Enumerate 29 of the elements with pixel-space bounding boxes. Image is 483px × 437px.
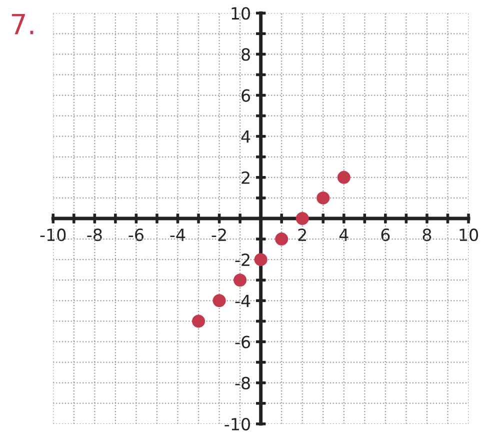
y-tick-label: -8 [235, 376, 250, 390]
x-tick-label: -6 [128, 228, 144, 242]
point [234, 274, 247, 287]
x-tick-label: 6 [381, 228, 390, 242]
y-tick-label: -6 [235, 336, 250, 348]
x-tick-label: 2 [298, 228, 306, 241]
y-tick-label: 10 [232, 7, 250, 20]
text: 7. [12, 14, 34, 34]
y-tick-label: -4 [235, 294, 250, 307]
x-tick-label: 8 [422, 228, 432, 242]
y-tick-label: -10 [224, 418, 250, 430]
point [254, 253, 268, 266]
y-tick-label: 8 [242, 48, 250, 61]
y-tick-label: 6 [242, 89, 250, 102]
point [337, 170, 350, 184]
point [192, 314, 206, 328]
x-tick-label: -4 [170, 228, 186, 241]
point [316, 191, 330, 204]
x-tick-label: -10 [40, 228, 66, 242]
point [275, 232, 288, 246]
y-tick-label: 4 [241, 130, 250, 143]
point [296, 212, 309, 226]
x-tick-label: -8 [87, 228, 102, 242]
x-tick-label: -2 [212, 228, 226, 241]
x-tick-label: 4 [339, 228, 348, 241]
point [212, 294, 226, 308]
y-tick-label: -2 [235, 254, 250, 266]
y-tick-label: 2 [242, 171, 250, 184]
x-tick-label: 10 [460, 228, 478, 242]
